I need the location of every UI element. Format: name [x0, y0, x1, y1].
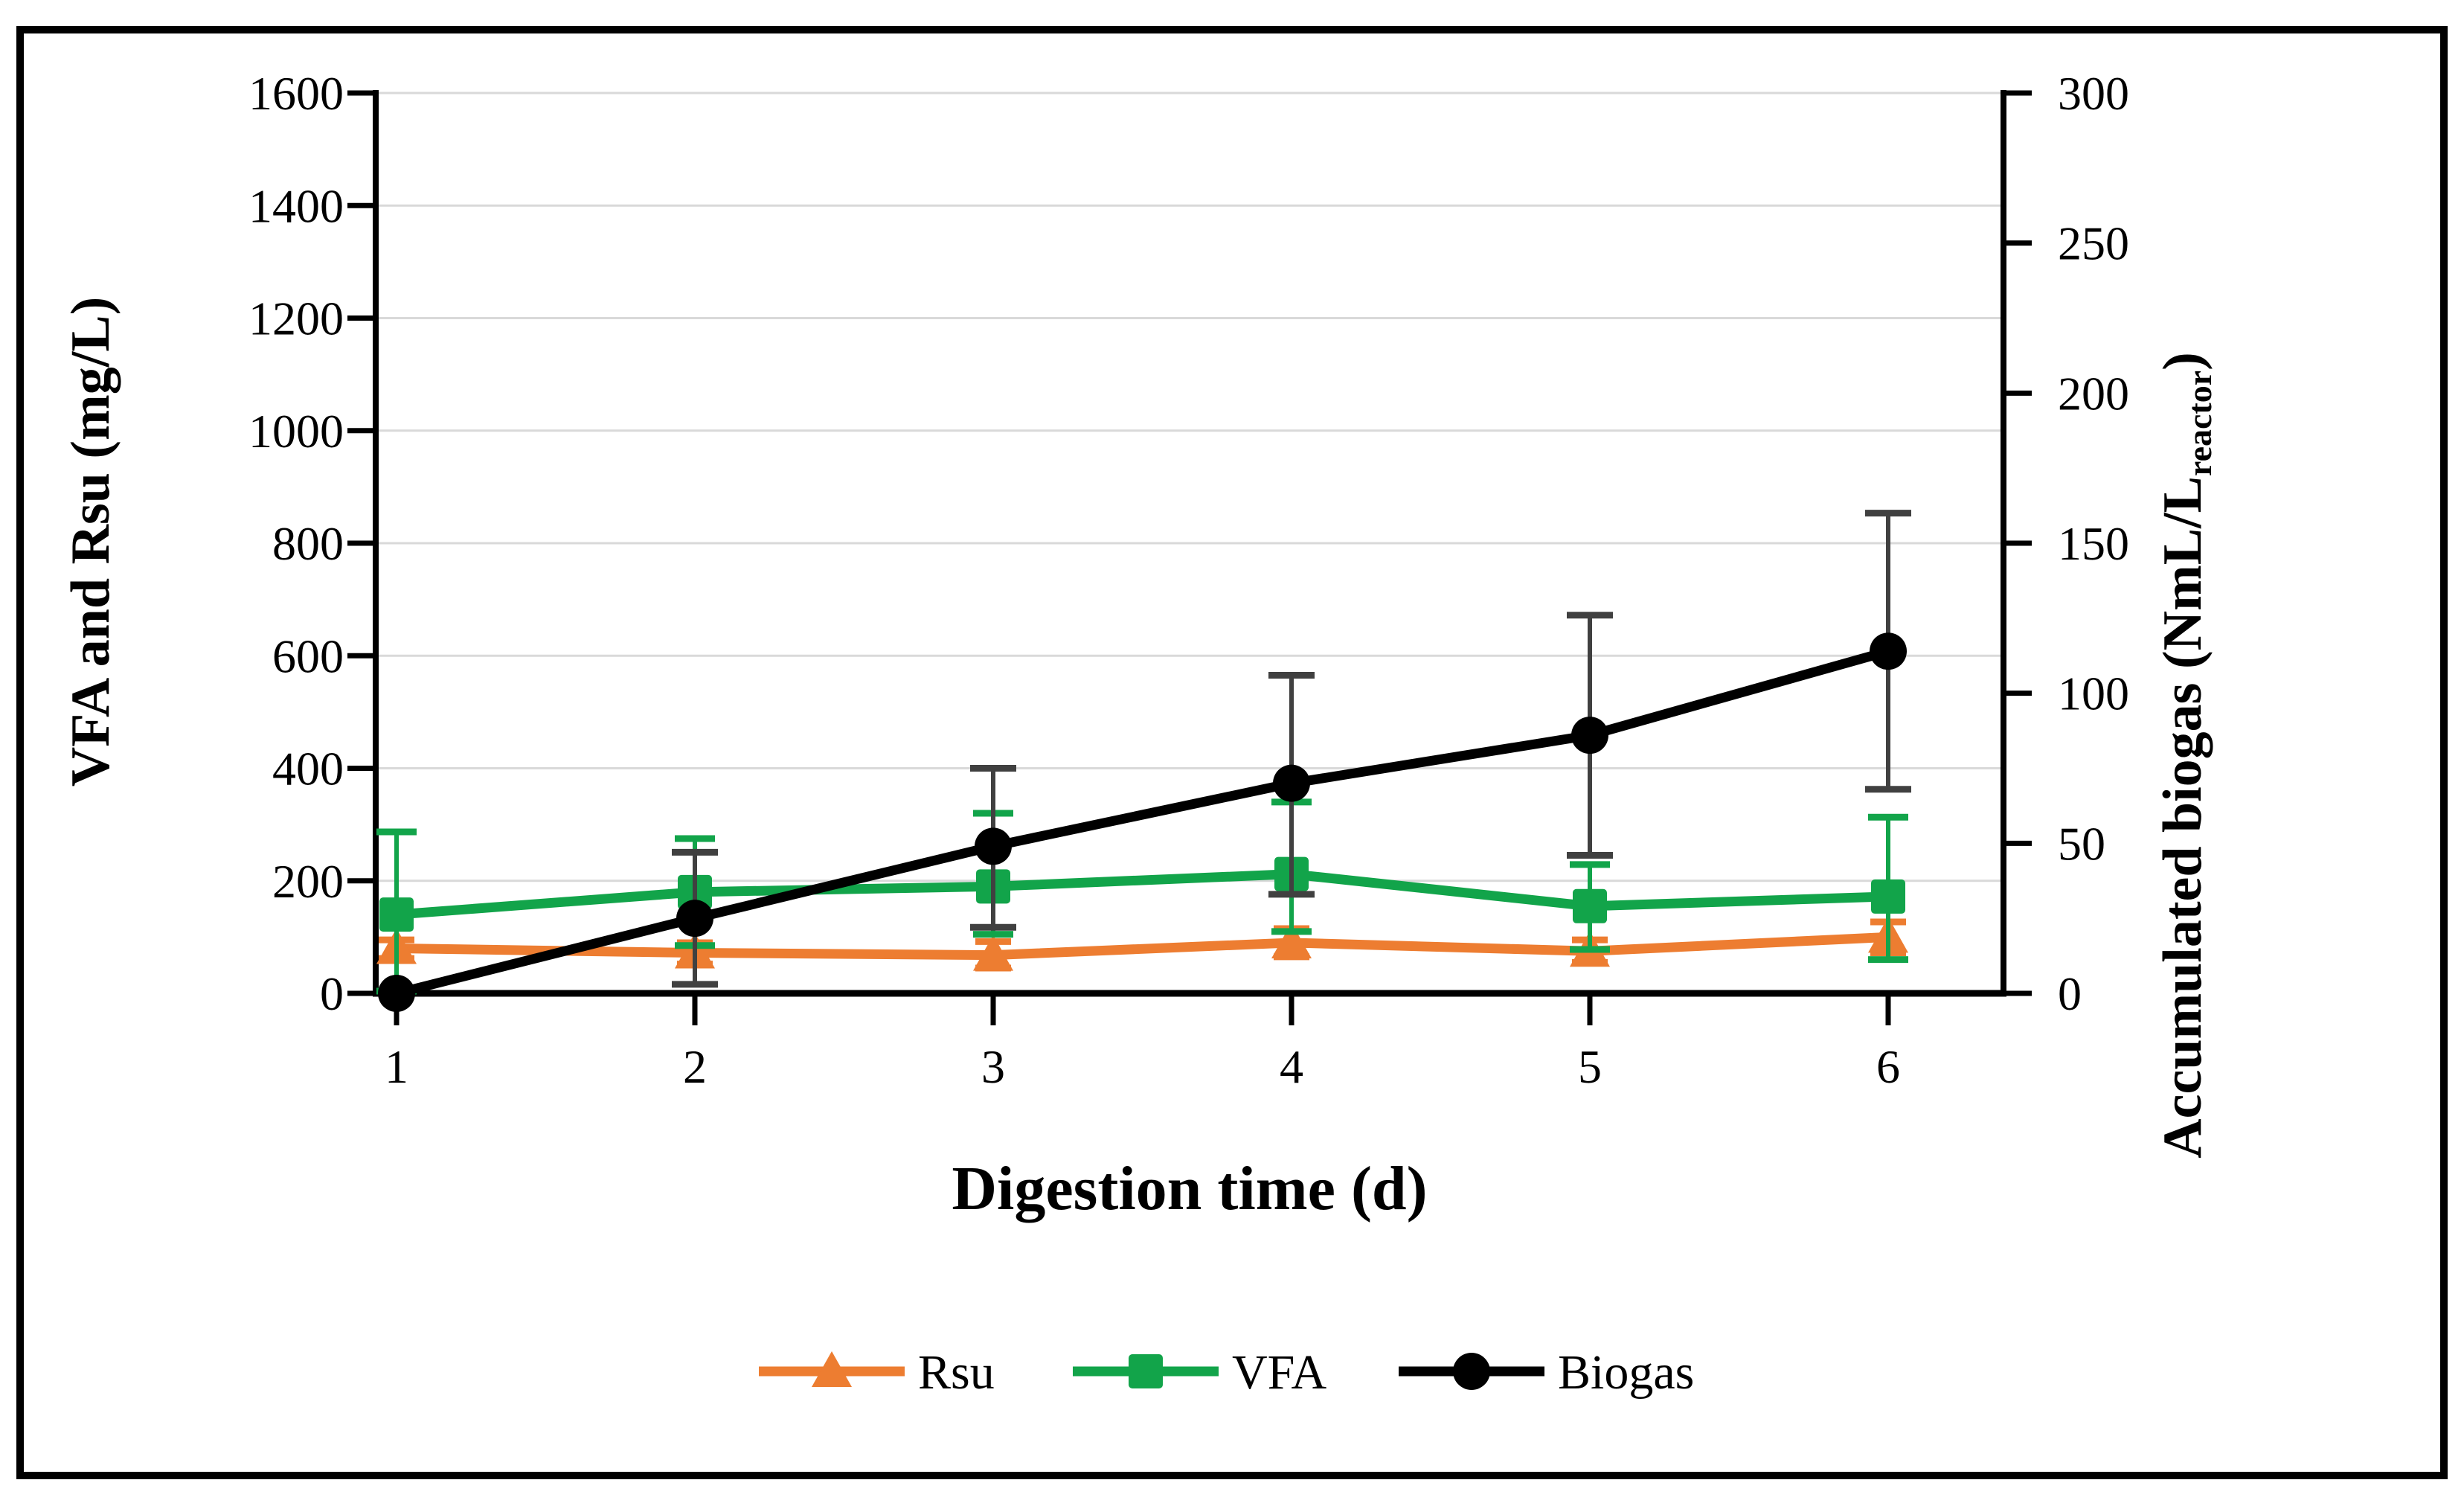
- left-axis-tick-label: 0: [320, 967, 344, 1020]
- rsu-legend-marker: [812, 1351, 852, 1387]
- x-axis-tick-label: 3: [981, 1040, 1005, 1093]
- x-axis-tick-label: 2: [683, 1040, 707, 1093]
- x-axis-tick-label: 1: [385, 1040, 408, 1093]
- right-axis-title: Accumulated biogas (NmL/Lreactor): [2152, 352, 2218, 1159]
- left-axis-title: VFA and Rsu (mg/L): [60, 297, 121, 787]
- left-axis-tick-label: 1000: [248, 405, 344, 458]
- left-axis-tick-label: 200: [272, 855, 344, 908]
- vfa-series-line: [396, 869, 1889, 920]
- biogas-marker: [378, 975, 415, 1012]
- x-axis-tick-label: 4: [1280, 1040, 1303, 1093]
- left-axis-tick-label: 1400: [248, 179, 344, 232]
- left-axis-tick-label: 800: [272, 517, 344, 570]
- right-axis-tick-label: 200: [2058, 367, 2129, 420]
- right-axis-tick-label: 100: [2058, 667, 2129, 720]
- biogas-marker: [1273, 764, 1310, 802]
- rsu-marker: [1271, 922, 1312, 958]
- vfa-legend-marker: [1129, 1354, 1163, 1388]
- biogas-legend-label: Biogas: [1558, 1345, 1694, 1400]
- right-axis-tick-label: 250: [2058, 217, 2129, 270]
- vfa-legend-label: VFA: [1232, 1345, 1326, 1400]
- biogas-marker: [1571, 717, 1608, 754]
- vfa-marker: [379, 897, 414, 932]
- right-axis-tick-label: 0: [2058, 967, 2082, 1020]
- rsu-legend-label: Rsu: [918, 1345, 995, 1400]
- left-axis-tick-label: 1600: [248, 67, 344, 120]
- rsu-series-line: [396, 932, 1889, 961]
- right-axis-tick-label: 300: [2058, 67, 2129, 120]
- biogas-series-line: [395, 646, 1890, 999]
- left-axis-tick-label: 400: [272, 743, 344, 795]
- vfa-marker: [1871, 879, 1905, 914]
- x-axis-tick-label: 5: [1578, 1040, 1602, 1093]
- right-axis-tick-label: 150: [2058, 517, 2129, 570]
- left-axis-tick-label: 1200: [248, 292, 344, 345]
- biogas-marker: [975, 827, 1012, 865]
- right-axis-tick-label: 50: [2058, 817, 2105, 870]
- figure-border: [16, 26, 2448, 1479]
- biogas-legend-marker: [1453, 1353, 1490, 1390]
- biogas-marker: [1870, 632, 1907, 670]
- x-axis-title: Digestion time (d): [952, 1154, 1427, 1223]
- x-axis-tick-label: 6: [1876, 1040, 1900, 1093]
- rsu-marker: [973, 935, 1013, 971]
- biogas-marker: [676, 900, 713, 938]
- left-axis-tick-label: 600: [272, 629, 344, 682]
- vfa-marker: [1573, 888, 1607, 923]
